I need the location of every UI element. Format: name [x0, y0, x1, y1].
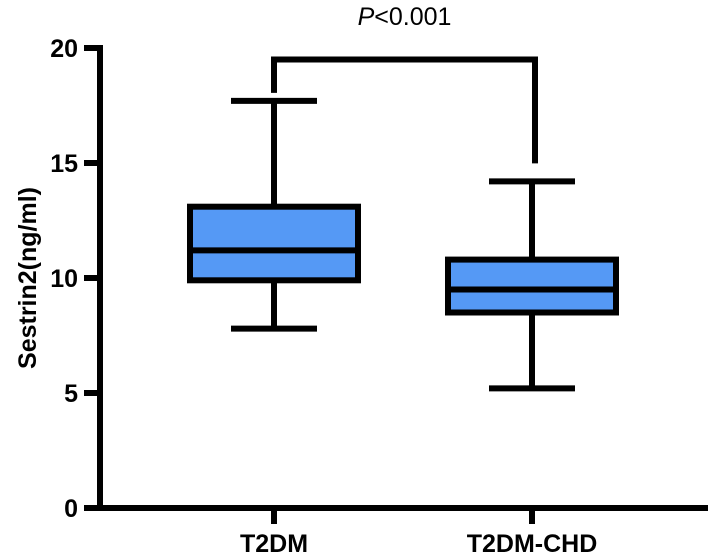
boxes [187, 97, 619, 392]
significance-bracket: P<0.001 [271, 3, 538, 164]
box-t2dm [187, 97, 361, 332]
iqr-box [187, 203, 361, 284]
y-tick-label: 5 [64, 380, 78, 408]
bracket-line [271, 56, 538, 164]
y-axis-title: Sestrin2(ng/ml) [14, 187, 42, 369]
x-tick-label: T2DM-CHD [467, 530, 598, 557]
p-value-label: P<0.001 [358, 3, 452, 31]
x-tick-label: T2DM [240, 530, 308, 557]
y-tick-label: 10 [50, 265, 78, 293]
p-symbol: P [358, 3, 375, 31]
iqr-box [445, 256, 619, 316]
y-tick-label: 0 [64, 495, 78, 523]
y-tick-label: 15 [50, 150, 78, 178]
axes: 0 5 10 15 20 T2DM T2DM-CHD [50, 35, 708, 557]
y-tick-label: 20 [50, 35, 78, 63]
p-value: <0.001 [374, 3, 451, 31]
box-t2dm-chd [445, 178, 619, 392]
